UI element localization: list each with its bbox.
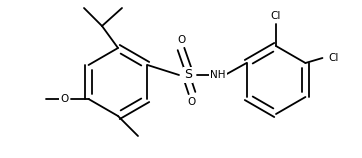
Text: NH: NH xyxy=(210,70,226,80)
Text: O: O xyxy=(188,97,196,107)
Text: Cl: Cl xyxy=(328,53,338,63)
Text: O: O xyxy=(177,35,185,45)
Text: S: S xyxy=(184,69,192,82)
Text: O: O xyxy=(60,94,69,104)
Text: Cl: Cl xyxy=(271,11,281,21)
